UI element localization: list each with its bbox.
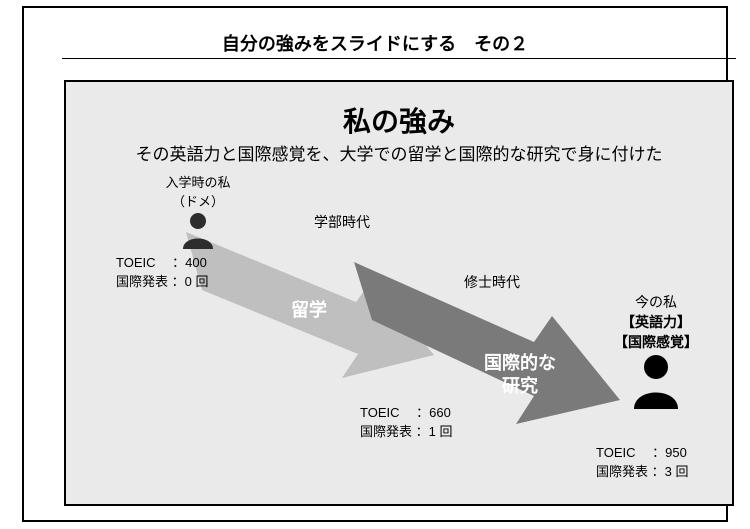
- page-title: 自分の強みをスライドにする その２: [24, 30, 726, 56]
- after-caption-3: 【国際感覚】: [586, 332, 726, 352]
- slide-panel: 私の強み その英語力と国際感覚を、大学での留学と国際的な研究で身に付けた 留学 …: [64, 80, 734, 506]
- after-caption-1: 今の私: [586, 292, 726, 312]
- panel-subtitle: その英語力と国際感覚を、大学での留学と国際的な研究で身に付けた: [66, 140, 732, 165]
- before-caption-2: （ドメ）: [128, 191, 268, 210]
- arrow1-label: 留学: [291, 296, 327, 322]
- person-after-icon: [586, 353, 726, 409]
- title-underline: [62, 58, 736, 59]
- person-after: 今の私 【英語力】 【国際感覚】: [586, 292, 726, 412]
- stats-before: TOEIC ：400 国際発表 ：0 回: [116, 252, 208, 290]
- outer-frame: 自分の強みをスライドにする その２ 私の強み その英語力と国際感覚を、大学での留…: [22, 6, 728, 522]
- person-before: 入学時の私 （ドメ）: [128, 172, 268, 252]
- stats-after: TOEIC ：950 国際発表 ：3 回: [596, 442, 688, 480]
- arrow2-label-line1: 国際的な: [484, 353, 556, 373]
- stats-mid: TOEIC ：660 国際発表 ：1 回: [360, 402, 452, 440]
- panel-title: 私の強み: [66, 100, 732, 140]
- arrow2-label: 国際的な 研究: [484, 352, 556, 399]
- person-before-icon: [128, 211, 268, 249]
- period-undergrad: 学部時代: [314, 212, 370, 232]
- arrow2-label-line2: 研究: [502, 376, 538, 396]
- period-masters: 修士時代: [464, 272, 520, 292]
- before-caption-1: 入学時の私: [128, 172, 268, 191]
- after-caption-2: 【英語力】: [586, 312, 726, 332]
